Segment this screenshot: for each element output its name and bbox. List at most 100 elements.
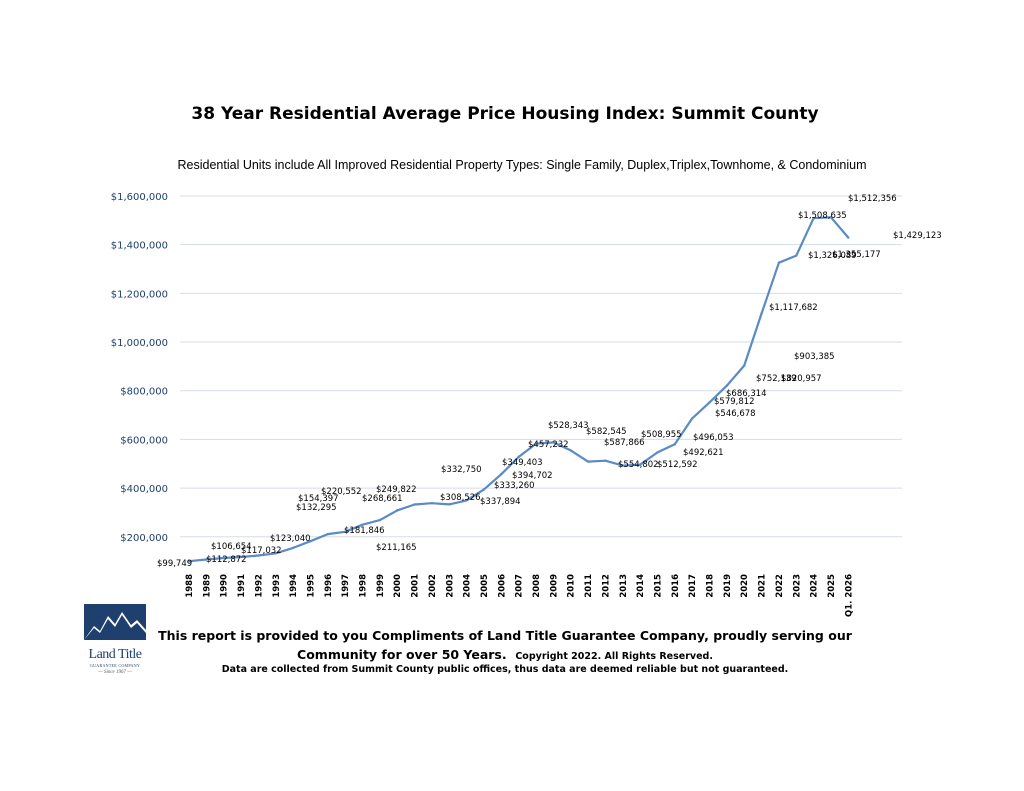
x-tick-label: 1992	[254, 574, 264, 598]
data-label: $181,846	[344, 526, 385, 536]
data-point	[760, 312, 763, 315]
data-label: $508,955	[641, 430, 682, 440]
data-point	[829, 216, 833, 219]
x-tick-label: 2018	[706, 574, 716, 598]
chart-title: 38 Year Residential Average Price Housin…	[191, 104, 819, 124]
data-point	[396, 509, 399, 512]
x-tick-label: 2025	[827, 574, 837, 598]
x-tick-label: 2007	[515, 574, 525, 598]
data-point	[534, 442, 538, 445]
x-tick-label: 2011	[584, 574, 594, 598]
x-tick-label: 2010	[567, 574, 577, 598]
x-tick-label: 1996	[324, 574, 334, 598]
data-point	[638, 463, 642, 466]
data-point	[309, 540, 312, 543]
chart-subtitle: Residential Units include All Improved R…	[177, 158, 867, 172]
data-point	[274, 552, 277, 555]
footer-line-2: Community for over 50 Years.	[297, 647, 507, 662]
data-label: $249,822	[376, 485, 417, 495]
data-point	[812, 217, 815, 220]
data-label: $1,326,089	[808, 251, 857, 261]
y-tick-label: $400,000	[120, 484, 168, 495]
logo-name: Land Title	[88, 647, 142, 662]
data-label: $112,872	[206, 555, 247, 565]
data-label: $394,702	[512, 471, 553, 481]
data-label: $308,526	[440, 493, 481, 503]
data-label: $686,314	[726, 389, 767, 399]
gridlines	[180, 195, 902, 538]
data-point	[187, 559, 191, 563]
data-point	[430, 502, 434, 505]
x-tick-label: 1989	[202, 574, 212, 598]
data-point	[777, 261, 781, 264]
data-point	[448, 503, 451, 506]
data-point	[326, 532, 329, 536]
x-tick-label: 2019	[723, 574, 733, 598]
y-tick-label: $600,000	[120, 435, 168, 446]
data-label: $332,750	[441, 465, 482, 475]
data-point	[361, 523, 364, 526]
data-label: $337,894	[480, 497, 521, 507]
footer-copyright: Copyright 2022. All Rights Reserved.	[515, 651, 713, 662]
x-tick-label: 2017	[688, 574, 698, 598]
data-point	[656, 451, 659, 454]
data-point	[552, 441, 555, 444]
data-label: $528,343	[548, 421, 589, 431]
data-point	[847, 236, 850, 239]
data-point	[795, 254, 798, 257]
data-point	[586, 460, 590, 463]
data-point	[482, 488, 486, 491]
data-label: $132,295	[296, 503, 337, 513]
data-point	[708, 401, 711, 404]
y-tick-label: $1,200,000	[111, 289, 168, 300]
data-label: $123,040	[270, 534, 311, 544]
x-tick-label: 1988	[185, 574, 195, 598]
x-tick-label: 2016	[671, 574, 681, 598]
footer-credit: This report is provided to you Complimen…	[150, 626, 860, 666]
data-label: $1,512,356	[848, 194, 897, 204]
data-label: $512,592	[657, 460, 698, 470]
footer-disclaimer: Data are collected from Summit County pu…	[221, 664, 789, 675]
series-layer	[187, 216, 850, 563]
data-point	[500, 472, 503, 476]
data-point	[690, 417, 694, 420]
data-label: $903,385	[794, 352, 835, 362]
x-tick-label: 1999	[376, 574, 386, 598]
x-tick-label: 2014	[636, 574, 646, 598]
data-label: $579,812	[714, 397, 755, 407]
data-label: $554,802	[618, 460, 659, 470]
data-label: $1,429,123	[893, 231, 942, 241]
data-point	[291, 546, 295, 550]
y-axis-ticks: $200,000 $400,000 $600,000 $800,000 $1,000,0…	[111, 192, 168, 544]
data-label: $106,654	[211, 542, 252, 552]
y-tick-label: $800,000	[120, 387, 168, 398]
x-axis-ticks: 1988 1989 1990 1991 1992 1993 1994 1995 1996 1997…	[185, 574, 854, 617]
y-tick-label: $1,400,000	[111, 241, 168, 252]
data-label: $154,397	[298, 494, 339, 504]
y-tick-label: $200,000	[120, 533, 168, 544]
x-tick-label: 1991	[237, 574, 247, 598]
data-point	[239, 555, 243, 559]
data-label: $820,957	[781, 374, 822, 384]
data-point	[743, 364, 746, 367]
x-tick-label: 2005	[480, 574, 490, 598]
data-point	[343, 530, 347, 533]
x-tick-label: 1994	[289, 574, 299, 598]
mountain-icon	[84, 604, 146, 640]
data-point	[378, 518, 382, 522]
data-label: $268,661	[362, 494, 403, 504]
x-tick-label: 2024	[810, 574, 820, 598]
data-label: $211,165	[376, 543, 417, 553]
y-tick-label: $1,600,000	[111, 192, 168, 203]
x-tick-label: Q1. 2026	[844, 574, 854, 617]
data-point	[517, 455, 520, 459]
x-tick-label: 2004	[463, 574, 473, 598]
x-tick-label: 1995	[306, 574, 316, 598]
y-tick-label: $1,000,000	[111, 338, 168, 349]
footer-line-2-wrap: Community for over 50 Years. Copyright 2…	[150, 645, 860, 666]
data-point	[604, 459, 607, 462]
x-tick-label: 2015	[653, 574, 663, 598]
x-tick-label: 2023	[792, 574, 802, 598]
data-labels: $99,749 $106,654 $112,872$117,032 $123,040 $…	[157, 194, 942, 569]
data-point	[621, 464, 624, 467]
